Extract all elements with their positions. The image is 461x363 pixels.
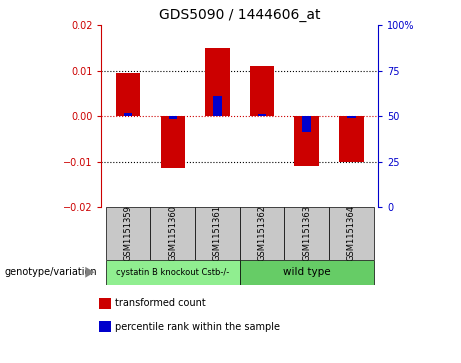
Polygon shape <box>85 267 95 278</box>
Bar <box>195 207 240 260</box>
Bar <box>160 116 185 168</box>
Text: GSM1151363: GSM1151363 <box>302 205 311 261</box>
Text: GSM1151359: GSM1151359 <box>124 205 133 261</box>
Bar <box>150 207 195 260</box>
Bar <box>124 113 132 116</box>
Bar <box>106 260 240 285</box>
Bar <box>213 96 222 116</box>
Bar <box>339 116 364 162</box>
Bar <box>106 207 150 260</box>
Text: GSM1151360: GSM1151360 <box>168 205 177 261</box>
Text: transformed count: transformed count <box>115 298 206 308</box>
Title: GDS5090 / 1444606_at: GDS5090 / 1444606_at <box>159 8 320 22</box>
Bar <box>302 116 311 132</box>
Text: GSM1151362: GSM1151362 <box>258 205 266 261</box>
Bar <box>258 114 266 116</box>
Bar <box>250 66 274 116</box>
Bar <box>329 207 373 260</box>
Bar <box>240 260 373 285</box>
Bar <box>284 207 329 260</box>
Text: cystatin B knockout Cstb-/-: cystatin B knockout Cstb-/- <box>116 268 230 277</box>
Text: wild type: wild type <box>283 267 331 277</box>
Bar <box>347 116 355 118</box>
Bar <box>295 116 319 166</box>
Bar <box>205 48 230 116</box>
Bar <box>240 207 284 260</box>
Text: GSM1151361: GSM1151361 <box>213 205 222 261</box>
Text: genotype/variation: genotype/variation <box>5 267 97 277</box>
Bar <box>169 116 177 119</box>
Text: GSM1151364: GSM1151364 <box>347 205 356 261</box>
Bar <box>116 73 141 116</box>
Text: percentile rank within the sample: percentile rank within the sample <box>115 322 280 332</box>
